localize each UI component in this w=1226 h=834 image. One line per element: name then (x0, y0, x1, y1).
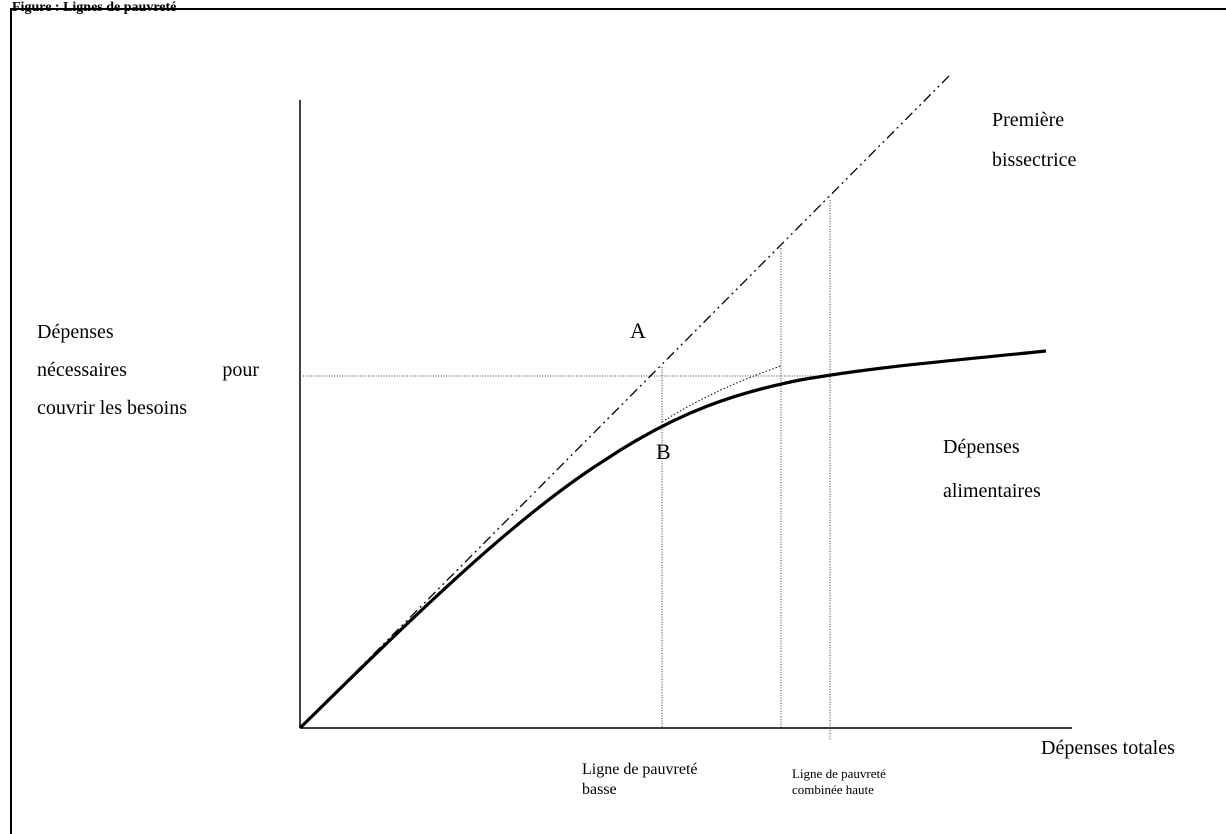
food-expenditure-curve (298, 349, 1047, 730)
combined-high-poverty-line-label: Ligne de pauvreté combinée haute (792, 766, 886, 798)
figure-frame: Figure : Lignes de pauvreté (10, 0, 1226, 834)
figure-header: Figure : Lignes de pauvreté (12, 0, 177, 15)
bisector-label-text: Première bissectrice (992, 109, 1077, 171)
low-poverty-line-label-line-2: basse (582, 781, 617, 798)
bisector-line (299, 74, 951, 729)
y-axis-label: Dépenses nécessaires pour couvrir les be… (37, 313, 259, 427)
bisector-label: Première bissectrice (992, 100, 1112, 180)
y-axis-label-line-3: couvrir les besoins (37, 397, 187, 419)
y-axis-label-line-1: Dépenses (37, 321, 114, 343)
point-a-label: A (630, 318, 646, 343)
combined-high-poverty-line-label-line-1: Ligne de pauvreté (792, 766, 886, 781)
food-curve-label: Dépenses alimentaires (943, 425, 1083, 513)
x-axis-label: Dépenses totales (1041, 737, 1175, 759)
food-curve-label-text: Dépenses alimentaires (943, 436, 1041, 502)
low-poverty-line-label-line-1: Ligne de pauvreté (582, 761, 698, 778)
y-axis-label-word-1: nécessaires (37, 359, 127, 381)
low-poverty-line-label: Ligne de pauvreté basse (582, 760, 698, 800)
tangent-dotted-line (661, 365, 782, 423)
point-b-label: B (656, 439, 671, 464)
y-axis-label-line-2: nécessaires pour (37, 351, 259, 389)
y-axis-label-word-2: pour (222, 359, 259, 381)
combined-high-poverty-line-label-line-2: combinée haute (792, 782, 874, 797)
